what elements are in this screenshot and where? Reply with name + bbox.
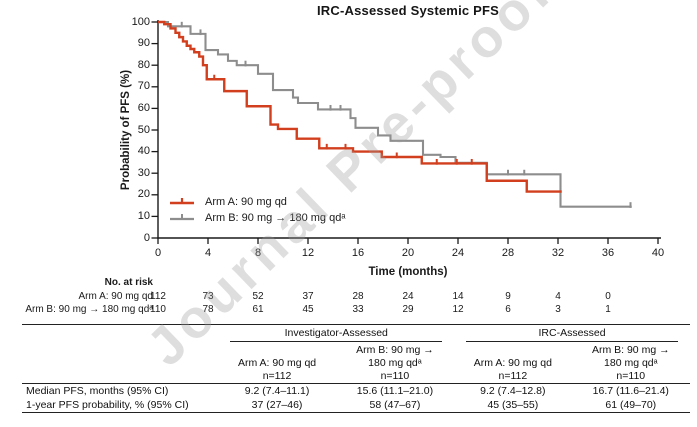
stats-col-header: Arm B: 90 mg → 180 mg qdᵃ n=110 bbox=[591, 344, 670, 382]
at-risk-count: 29 bbox=[402, 304, 414, 315]
legend-marker-arm-a-icon bbox=[170, 198, 194, 205]
at-risk-count: 33 bbox=[352, 304, 364, 315]
stats-value: 58 (47–67) bbox=[335, 398, 455, 414]
km-curve-arm-b bbox=[158, 20, 632, 208]
stats-value: 16.7 (11.6–21.4) bbox=[571, 383, 690, 399]
stats-row-median: Median PFS, months (95% CI) 9.2 (7.4–11.… bbox=[22, 383, 690, 399]
stats-col-header: Arm B: 90 mg → 180 mg qdᵃ n=110 bbox=[356, 344, 434, 382]
y-tick-label: 40 bbox=[137, 145, 150, 158]
stats-row-label: 1-year PFS probability, % (95% CI) bbox=[22, 398, 219, 414]
at-risk-count: 28 bbox=[352, 291, 364, 302]
at-risk-count: 45 bbox=[302, 304, 314, 315]
stats-value: 37 (27–46) bbox=[218, 398, 336, 414]
stats-header-row: Arm A: 90 mg qd n=112 Arm B: 90 mg → 180… bbox=[22, 343, 690, 384]
at-risk-count: 14 bbox=[452, 291, 464, 302]
km-plot bbox=[151, 20, 661, 244]
at-risk-row-label-arm-a: Arm A: 90 mg qd bbox=[78, 291, 153, 302]
at-risk-count: 3 bbox=[555, 304, 561, 315]
x-tick-label: 12 bbox=[301, 247, 315, 259]
stats-group-irc: IRC-Assessed bbox=[454, 324, 690, 343]
x-tick-label: 16 bbox=[351, 247, 365, 259]
at-risk-count: 78 bbox=[202, 304, 214, 315]
chart-title: IRC-Assessed Systemic PFS bbox=[316, 3, 500, 18]
stats-value: 9.2 (7.4–11.1) bbox=[218, 383, 336, 399]
at-risk-count: 12 bbox=[452, 304, 464, 315]
at-risk-count: 0 bbox=[605, 291, 611, 302]
at-risk-count: 61 bbox=[252, 304, 264, 315]
x-tick-label: 24 bbox=[451, 247, 465, 259]
at-risk-count: 73 bbox=[202, 291, 214, 302]
y-tick-label: 20 bbox=[137, 188, 150, 201]
x-tick-label: 40 bbox=[651, 247, 665, 259]
x-tick-label: 36 bbox=[601, 247, 615, 259]
at-risk-count: 6 bbox=[505, 304, 511, 315]
y-tick-label: 100 bbox=[131, 15, 150, 28]
stats-group-row: Investigator-Assessed IRC-Assessed bbox=[22, 324, 690, 343]
x-axis-label: Time (months) bbox=[368, 266, 448, 278]
stats-table: Investigator-Assessed IRC-Assessed Arm A… bbox=[22, 324, 690, 414]
y-tick-label: 50 bbox=[137, 123, 150, 136]
x-tick-label: 20 bbox=[401, 247, 415, 259]
x-tick-label: 8 bbox=[254, 247, 262, 259]
stats-col-header: Arm A: 90 mg qd n=112 bbox=[473, 356, 552, 382]
y-tick-label: 60 bbox=[137, 101, 150, 114]
at-risk-count: 52 bbox=[252, 291, 264, 302]
stats-value: 61 (49–70) bbox=[571, 398, 690, 414]
y-tick-label: 80 bbox=[137, 58, 150, 71]
x-tick-label: 4 bbox=[204, 247, 212, 259]
x-tick-label: 32 bbox=[551, 247, 565, 259]
x-tick-label: 28 bbox=[501, 247, 515, 259]
x-tick-label: 0 bbox=[154, 247, 162, 259]
legend-label-arm-b: Arm B: 90 mg → 180 mg qdᵃ bbox=[205, 212, 346, 224]
legend-item-arm-b: Arm B: 90 mg → 180 mg qdᵃ bbox=[168, 210, 345, 226]
y-tick-label: 10 bbox=[137, 209, 150, 222]
at-risk-count: 112 bbox=[150, 291, 166, 302]
at-risk-count: 1 bbox=[605, 304, 611, 315]
stats-col-header: Arm A: 90 mg qd n=112 bbox=[237, 356, 317, 382]
stats-value: 45 (35–55) bbox=[454, 398, 572, 414]
stats-group-investigator: Investigator-Assessed bbox=[218, 324, 455, 343]
stats-value: 15.6 (11.1–21.0) bbox=[335, 383, 455, 399]
legend: Arm A: 90 mg qd Arm B: 90 mg → 180 mg qd… bbox=[168, 194, 345, 226]
at-risk-count: 24 bbox=[402, 291, 414, 302]
km-curve-arm-a bbox=[158, 20, 562, 193]
legend-item-arm-a: Arm A: 90 mg qd bbox=[168, 194, 345, 210]
at-risk-count: 4 bbox=[555, 291, 561, 302]
legend-label-arm-a: Arm A: 90 mg qd bbox=[205, 196, 287, 208]
legend-marker-arm-b-icon bbox=[170, 214, 194, 221]
y-tick-label: 30 bbox=[137, 166, 150, 179]
stats-row-1yr: 1-year PFS probability, % (95% CI) 37 (2… bbox=[22, 398, 690, 414]
y-tick-label: 90 bbox=[137, 37, 150, 50]
stats-row-label: Median PFS, months (95% CI) bbox=[22, 383, 219, 399]
at-risk-count: 9 bbox=[505, 291, 511, 302]
at-risk-row-label-arm-b: Arm B: 90 mg → 180 mg qdᵃ bbox=[25, 304, 153, 315]
at-risk-title: No. at risk bbox=[104, 277, 153, 288]
stats-value: 9.2 (7.4–12.8) bbox=[454, 383, 572, 399]
at-risk-count: 37 bbox=[302, 291, 314, 302]
at-risk-count: 110 bbox=[150, 304, 166, 315]
y-tick-label: 0 bbox=[143, 231, 150, 244]
y-tick-label: 70 bbox=[137, 80, 150, 93]
